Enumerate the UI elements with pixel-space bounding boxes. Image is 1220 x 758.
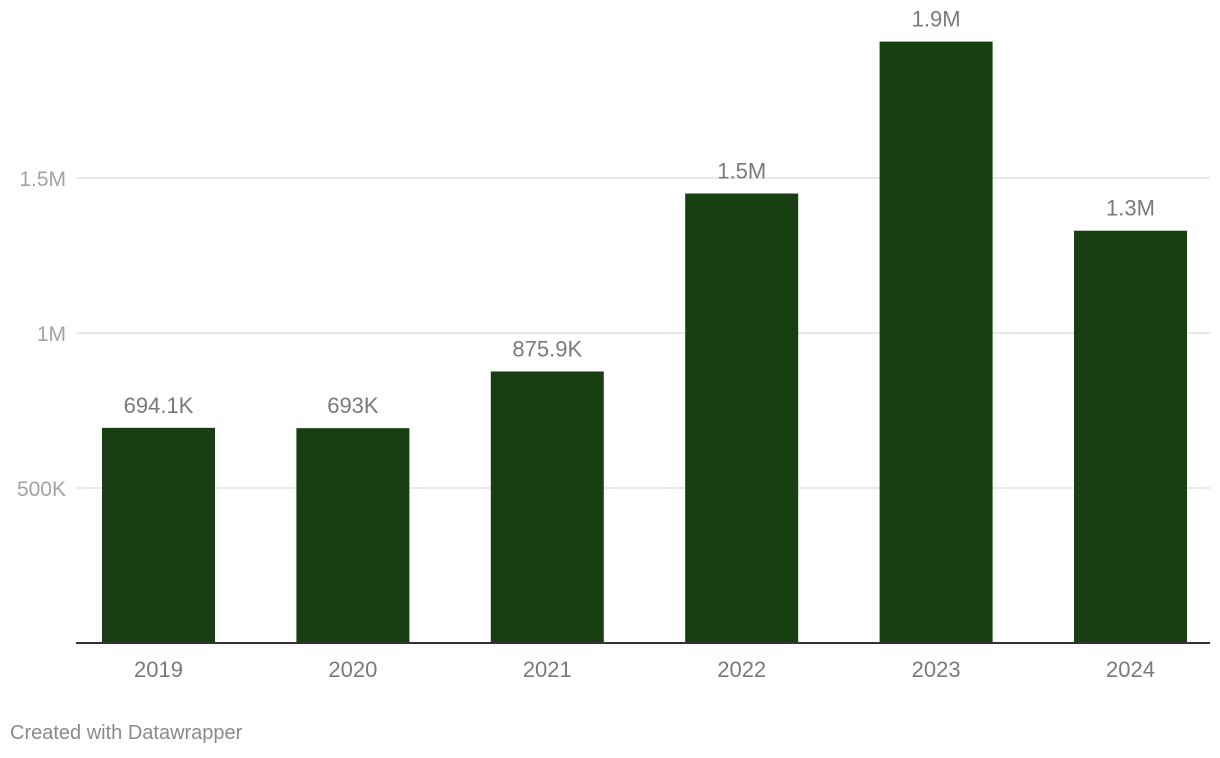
bar [490, 371, 604, 643]
bar [296, 428, 410, 643]
bar [1074, 230, 1187, 643]
bar-value-label: 1.5M [717, 159, 766, 184]
y-axis-ticks: 500K 1M 1.5M [17, 168, 66, 501]
y-tick-label: 1M [37, 323, 66, 346]
gridlines [76, 177, 1210, 489]
x-tick-label: 2023 [912, 657, 961, 682]
x-tick-label: 2021 [523, 657, 572, 682]
bar-value-label: 694.1K [124, 393, 194, 418]
bar-value-label: 1.3M [1106, 196, 1155, 221]
bar [102, 427, 215, 643]
x-tick-label: 2020 [328, 657, 377, 682]
y-tick-label: 500K [17, 478, 66, 501]
x-tick-label: 2022 [717, 657, 766, 682]
bar-value-label: 1.9M [912, 7, 961, 32]
x-axis-ticks: 2019 2020 2021 2022 2023 2024 [134, 657, 1155, 682]
data-labels: 694.1K 693K 875.9K 1.5M 1.9M 1.3M [124, 7, 1155, 419]
bar [685, 193, 799, 643]
bar-value-label: 875.9K [512, 336, 582, 361]
y-tick-label: 1.5M [19, 168, 66, 191]
x-tick-label: 2019 [134, 657, 183, 682]
x-tick-label: 2024 [1106, 657, 1155, 682]
footer-credit: Created with Datawrapper [10, 722, 243, 744]
bar [879, 41, 993, 644]
bars [102, 41, 1187, 644]
bar-value-label: 693K [327, 393, 379, 418]
